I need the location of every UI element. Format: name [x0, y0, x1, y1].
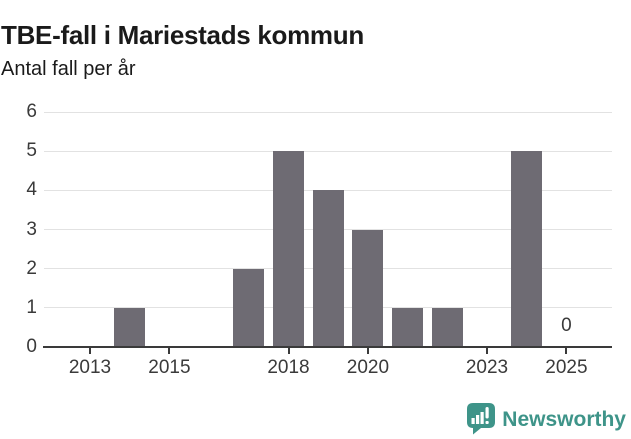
x-tick-2015	[168, 348, 171, 354]
bar-2020	[352, 229, 384, 346]
bar-2014	[114, 307, 146, 346]
chart-title: TBE-fall i Mariestads kommun	[1, 20, 364, 51]
bar-2024	[511, 151, 543, 346]
y-axis-label: 2	[26, 257, 37, 279]
x-tick-2013	[89, 348, 91, 354]
y-axis-label: 6	[26, 101, 37, 122]
x-axis-label: 2025	[545, 357, 588, 378]
chart-subtitle: Antal fall per år	[1, 58, 136, 80]
value-label-2025: 0	[561, 315, 572, 336]
newsworthy-logo-icon	[467, 403, 496, 435]
gridline-y6	[44, 111, 612, 113]
x-tick-2018	[287, 348, 290, 354]
x-axis-label: 2023	[465, 357, 509, 378]
bar-2022	[431, 307, 463, 346]
x-tick-2023	[486, 348, 488, 354]
x-tick-2020	[366, 348, 369, 354]
x-tick-2025	[565, 348, 568, 354]
newsworthy-logo-link[interactable]: Newsworthy	[467, 403, 626, 435]
x-axis-label: 2020	[346, 357, 390, 378]
x-axis-line	[43, 346, 612, 348]
bar-2019	[312, 190, 344, 346]
bar-2021	[392, 307, 424, 346]
bar-2017	[233, 268, 265, 346]
x-axis-label: 2013	[68, 357, 112, 378]
x-axis-label: 2018	[267, 357, 310, 378]
gridline-y5	[44, 150, 612, 152]
y-axis-label: 5	[26, 140, 37, 162]
newsworthy-brand-text: Newsworthy	[502, 407, 626, 431]
y-axis-label: 4	[26, 179, 37, 201]
x-axis-label: 2015	[148, 357, 191, 378]
bar-2018	[273, 151, 304, 346]
y-axis-label: 0	[26, 336, 37, 357]
y-axis-label: 1	[26, 296, 37, 318]
y-axis-label: 3	[26, 218, 37, 240]
bar-chart: 0 1 2 3 4 5 6 2013 2015 2018 2020 2023 2025 0	[26, 101, 612, 378]
